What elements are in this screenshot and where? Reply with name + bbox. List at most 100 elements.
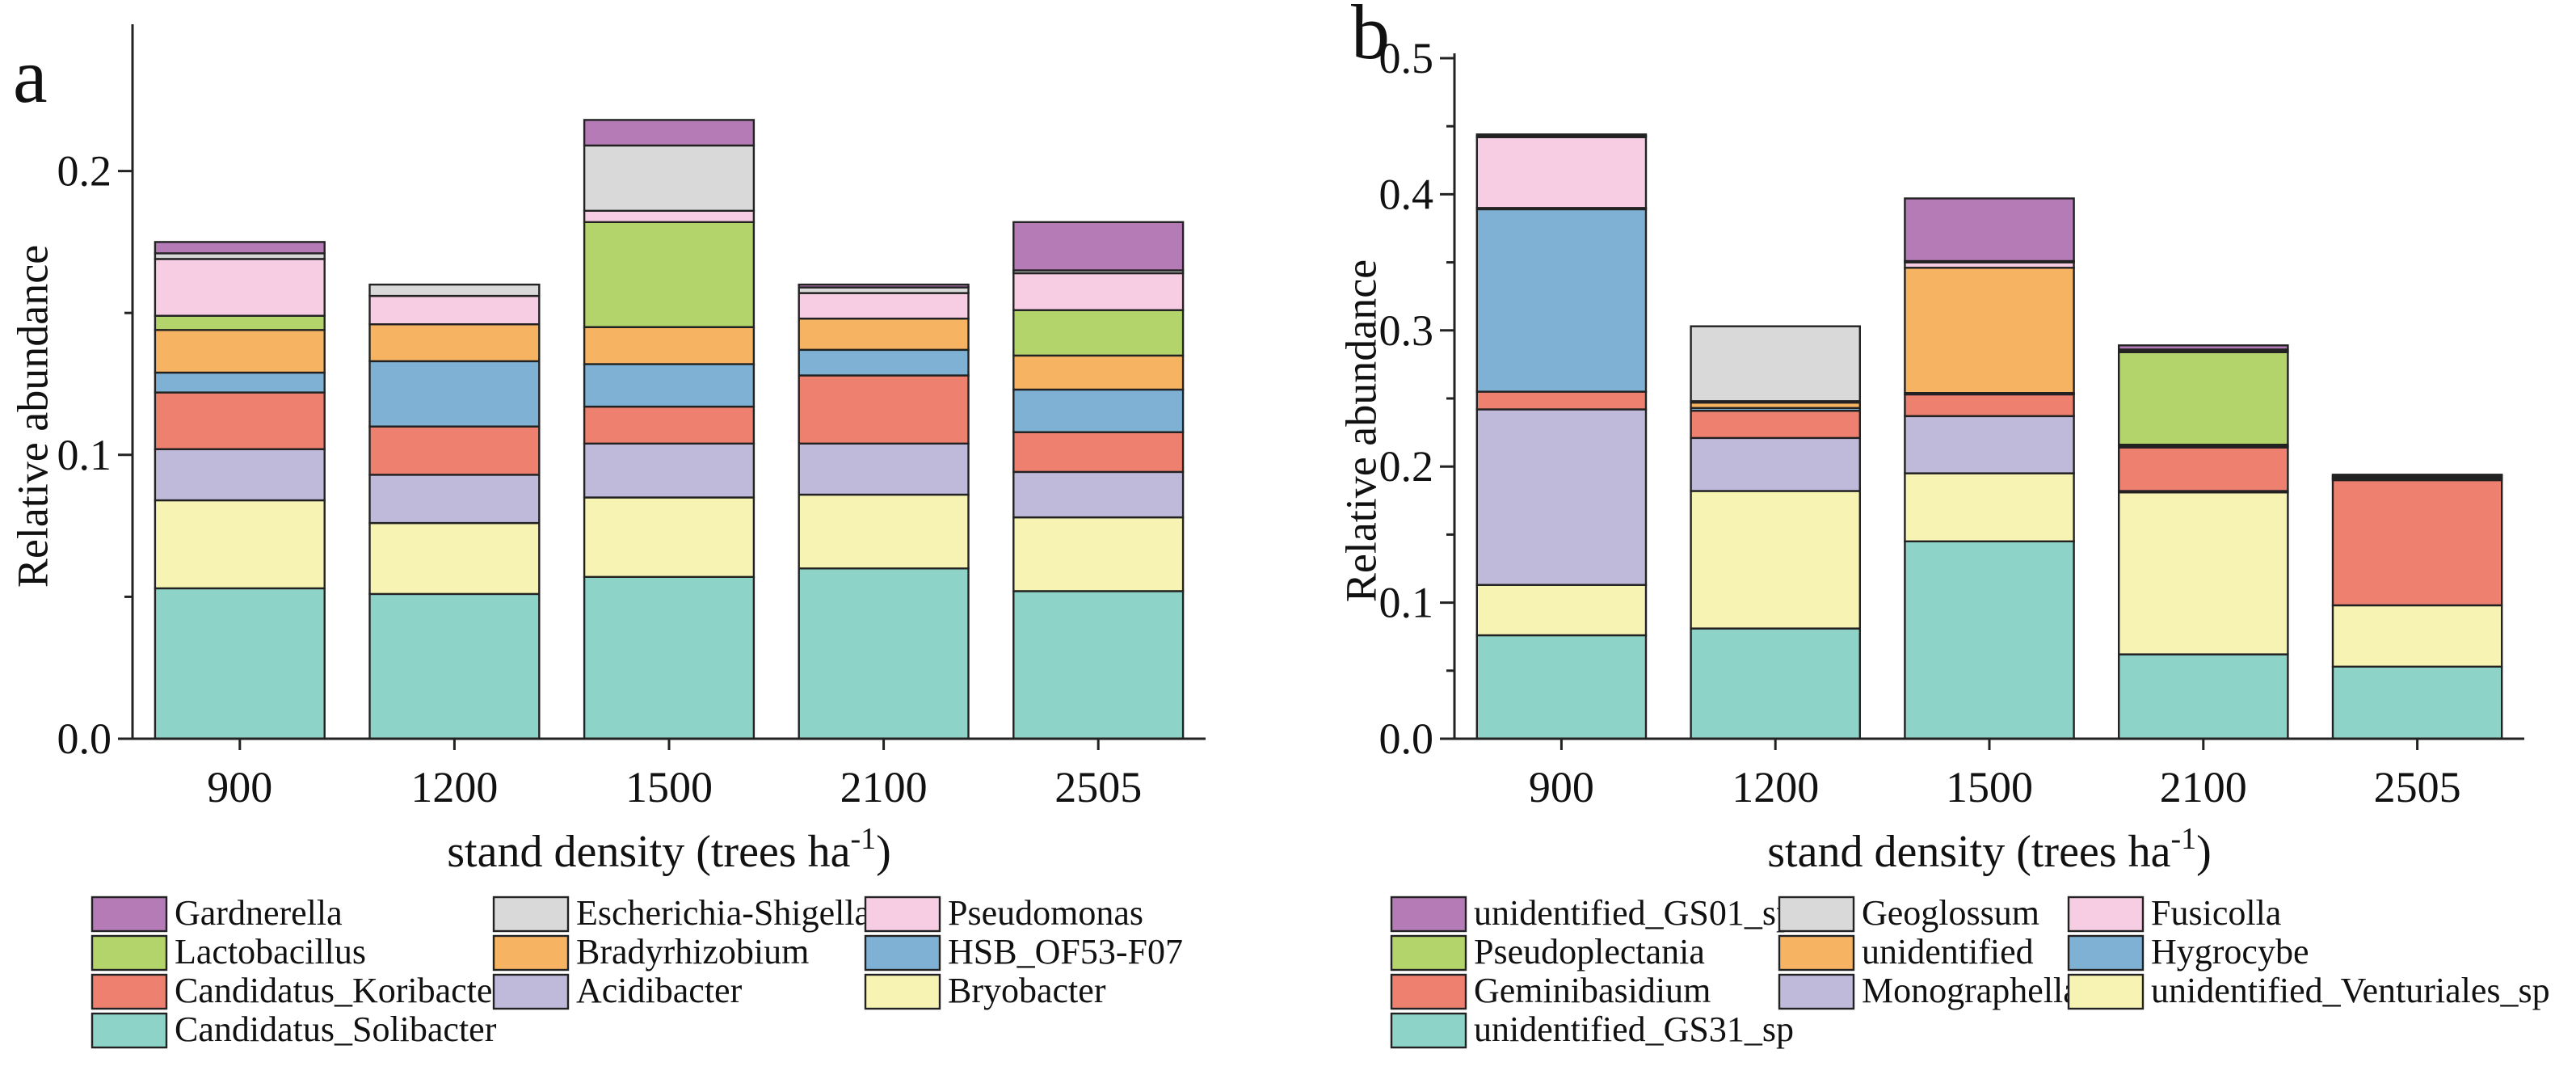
bar-segment-unidentified-venturiales-sp-1200 (1690, 490, 1862, 630)
bar-segment-hsb-of53-f07-1500 (583, 363, 756, 408)
bar-segment-geminibasidium-2100 (2117, 446, 2289, 492)
legend-item-label: unidentified_Venturiales_sp (2151, 971, 2550, 1010)
x-axis-label-main: stand density (trees ha (1767, 827, 2170, 877)
legend-swatch (1778, 934, 1855, 972)
legend-swatch (90, 973, 168, 1010)
x-axis-label-tail: ) (2196, 827, 2212, 877)
bar-segment-candidatus-solibacter-1200 (368, 592, 541, 740)
bar-segment-pseudomonas-2100 (798, 292, 970, 320)
legend-item-label: unidentified_GS31_sp (1474, 1009, 1794, 1049)
panel-label: b (1351, 0, 1390, 75)
bar-segment-monographella-900 (1475, 408, 1648, 586)
legend-swatch (492, 896, 570, 933)
legend-swatch (1778, 896, 1855, 933)
bar-segment-hsb-of53-f07-2505 (1012, 388, 1185, 433)
bar-segment-bryobacter-2505 (1012, 516, 1185, 592)
bar-segment-unidentified-gs31-sp-900 (1475, 634, 1648, 740)
bar-segment-gardnerella-1500 (583, 119, 756, 147)
bar-segment-gardnerella-2100 (798, 283, 970, 289)
bar-segment-unidentified-gs31-sp-2505 (2331, 665, 2503, 740)
bar-segment-lactobacillus-1500 (583, 221, 756, 328)
legend-swatch (2067, 896, 2145, 933)
bar-segment-bradyrhizobium-2505 (1012, 354, 1185, 391)
legend-item-label: HSB_OF53-F07 (948, 932, 1183, 972)
bar-segment-unidentified-gs31-sp-1200 (1690, 627, 1862, 740)
bar-segment-candidatus-koribacter-2505 (1012, 431, 1185, 474)
y-axis-label: Relative abundance (1336, 259, 1385, 602)
bar-segment-acidibacter-900 (154, 448, 326, 502)
x-tick-label: 900 (207, 763, 272, 811)
bar-segment-geminibasidium-900 (1475, 390, 1648, 411)
x-tick-label: 1200 (410, 763, 498, 811)
legend-swatch (1778, 973, 1855, 1010)
bar-segment-unidentified-gs31-sp-2100 (2117, 653, 2289, 740)
panel-label: a (13, 32, 48, 119)
legend-swatch (1390, 1012, 1467, 1049)
bar-segment-unidentified-venturiales-sp-900 (1475, 584, 1648, 637)
bar-segment-monographella-1500 (1904, 415, 2075, 474)
legend-item-label: Candidatus_Solibacter (175, 1009, 497, 1049)
legend-swatch (90, 934, 168, 972)
y-tick-label: 0.1 (57, 431, 112, 479)
y-tick-label: 0.1 (1379, 579, 1434, 627)
x-tick-label: 1200 (1732, 763, 1819, 811)
legend-swatch (90, 1012, 168, 1049)
x-tick-label: 1500 (1946, 763, 2033, 811)
legend-swatch (864, 934, 941, 972)
bar-segment-bryobacter-1500 (583, 496, 756, 579)
legend-swatch (1390, 896, 1467, 933)
bar-segment-fusicolla-900 (1475, 136, 1648, 209)
bar-segment-bryobacter-1200 (368, 521, 541, 596)
bar-segment-unidentified-gs01-sp-900 (1475, 133, 1648, 137)
y-tick-label: 0.4 (1379, 170, 1434, 218)
bar-segment-lactobacillus-900 (154, 314, 326, 331)
panel-b-chart: 900 1200 1500 2100 2505 0.0 0.1 0.2 0.3 0.4 0.5 Rel… (1336, 0, 2549, 1049)
legend-swatch (2067, 973, 2145, 1010)
bar-segment-lactobacillus-2505 (1012, 309, 1185, 357)
bar-segment-candidatus-koribacter-2100 (798, 374, 970, 445)
legend-item-label: Fusicolla (2151, 893, 2281, 933)
bar-segment-pseudomonas-900 (154, 258, 326, 317)
bar-segment-candidatus-solibacter-900 (154, 587, 326, 740)
bar-segment-unidentified-gs01-sp-2100 (2117, 344, 2289, 351)
x-axis-label: stand density (trees ha-1) (1767, 822, 2212, 877)
legend-swatch (2067, 934, 2145, 972)
y-axis-label: Relative abundance (8, 245, 57, 588)
bar-segment-bradyrhizobium-900 (154, 329, 326, 374)
x-tick-label: 2100 (2160, 763, 2247, 811)
legend-item-label: Bradyrhizobium (576, 932, 809, 972)
x-tick-label: 2505 (1054, 763, 1142, 811)
legend-item-label: Geoglossum (1862, 893, 2039, 933)
bar-segment-unidentified-gs01-sp-2505 (2331, 474, 2503, 478)
bar-segment-pseudomonas-2505 (1012, 272, 1185, 311)
x-tick-label: 900 (1529, 763, 1594, 811)
legend-swatch (864, 973, 941, 1010)
legend-item-label: Gardnerella (175, 893, 343, 933)
x-tick-label: 2100 (840, 763, 928, 811)
legend-item-label: Hygrocybe (2151, 932, 2309, 972)
bar-segment-acidibacter-2100 (798, 442, 970, 496)
y-tick-label: 0.3 (1379, 306, 1434, 355)
bar-segment-geminibasidium-1200 (1690, 410, 1862, 440)
bar-segment-hygrocybe-900 (1475, 208, 1648, 393)
bar-segment-candidatus-koribacter-900 (154, 391, 326, 450)
legend-item-label: Bryobacter (948, 971, 1106, 1010)
bar-segment-pseudoplectania-2100 (2117, 351, 2289, 446)
bar-segment-geminibasidium-1500 (1904, 393, 2075, 417)
legend-item-label: Pseudomonas (948, 893, 1143, 933)
legend-item-label: Monographella (1862, 971, 2079, 1010)
bar-segment-acidibacter-2505 (1012, 470, 1185, 519)
bar-segment-candidatus-koribacter-1200 (368, 425, 541, 476)
x-axis-label-sup: -1 (2170, 822, 2196, 856)
bar-segment-geminibasidium-2505 (2331, 478, 2503, 607)
x-tick-label: 1500 (625, 763, 713, 811)
y-tick-label: 0.2 (1379, 442, 1434, 491)
bar-segment-unidentified-1500 (1904, 267, 2075, 394)
legend-item-label: Acidibacter (576, 971, 743, 1010)
legend-swatch (1390, 973, 1467, 1010)
bar-segment-unidentified-gs31-sp-1500 (1904, 540, 2075, 740)
y-tick-label: 0.0 (57, 714, 112, 763)
bar-segment-gardnerella-900 (154, 241, 326, 255)
